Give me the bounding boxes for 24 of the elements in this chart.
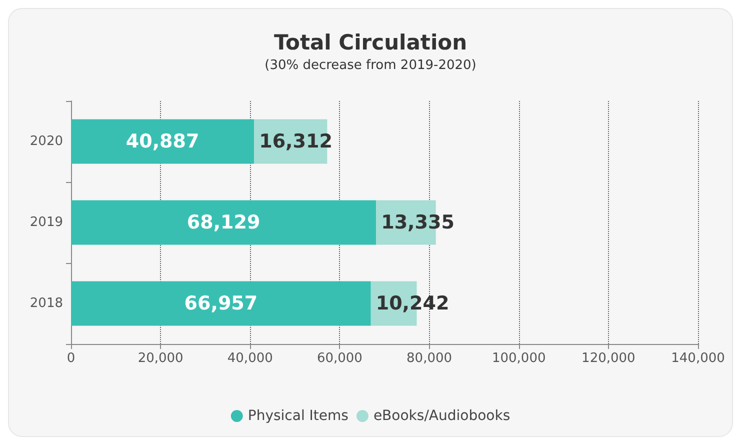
data-label: 13,335 [381, 212, 454, 234]
x-tick-label: 120,000 [582, 351, 636, 366]
legend-label: Physical Items [248, 408, 348, 424]
x-tick-label: 0 [66, 351, 76, 366]
x-tick-label: 20,000 [138, 351, 184, 366]
bar [71, 200, 376, 245]
data-label: 68,129 [186, 212, 260, 234]
data-label: 16,312 [259, 130, 332, 152]
x-tick-label: 40,000 [227, 351, 273, 366]
bar [71, 281, 371, 326]
chart-subtitle: (30% decrease from 2019-2020) [264, 58, 476, 73]
x-tick-label: 60,000 [316, 351, 362, 366]
x-tick-label: 100,000 [492, 351, 546, 366]
data-label: 66,957 [184, 292, 258, 314]
legend-label: eBooks/Audiobooks [373, 408, 510, 424]
x-tick-label: 140,000 [671, 351, 725, 366]
y-tick-label: 2020 [30, 134, 63, 149]
y-tick-label: 2018 [30, 296, 63, 311]
data-label: 40,887 [126, 130, 200, 152]
data-label: 10,242 [376, 292, 450, 314]
x-tick-label: 80,000 [406, 351, 452, 366]
bar [71, 119, 254, 164]
y-tick-label: 2019 [30, 215, 63, 230]
chart-title: Total Circulation [274, 30, 468, 54]
